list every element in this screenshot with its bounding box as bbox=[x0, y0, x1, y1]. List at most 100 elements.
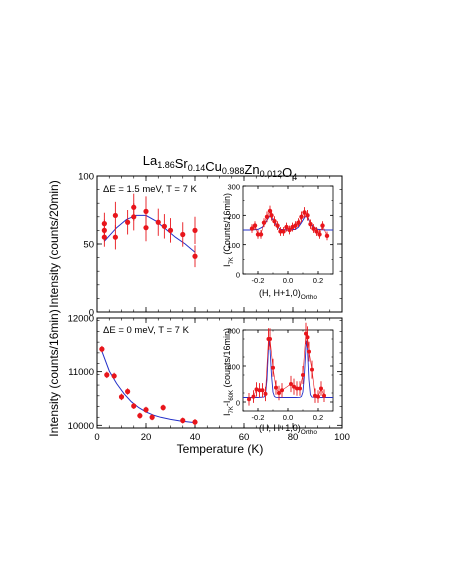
y-tick-label: 0 bbox=[89, 308, 94, 319]
data-point bbox=[99, 346, 105, 352]
data-point bbox=[314, 229, 319, 234]
data-point bbox=[307, 349, 311, 354]
data-point bbox=[289, 382, 293, 386]
data-point bbox=[305, 213, 310, 218]
data-point bbox=[277, 391, 281, 395]
y-tick-label: 100 bbox=[227, 241, 240, 250]
data-point bbox=[320, 223, 325, 228]
data-point bbox=[299, 214, 304, 219]
y-tick-label: 400 bbox=[227, 363, 240, 372]
data-point bbox=[131, 403, 137, 409]
data-point bbox=[143, 225, 149, 231]
data-point bbox=[301, 373, 305, 377]
data-point bbox=[125, 388, 131, 395]
bottom-inset: -0.2 0.0 0.2 0 400 800 I7K-I60K (counts/16min… bbox=[222, 322, 334, 436]
data-point bbox=[302, 210, 307, 215]
data-point bbox=[287, 227, 292, 233]
data-point bbox=[149, 414, 155, 420]
y-tick-label: 800 bbox=[227, 327, 240, 336]
bottom-panel: ΔE = 0 meV, T = 7 K Intensity (counts/16… bbox=[47, 309, 350, 456]
top-inset-data-points bbox=[249, 205, 330, 241]
data-point bbox=[280, 388, 284, 393]
top-panel: ΔE = 1.5 meV, T = 7 K Intensity (counts/… bbox=[47, 172, 343, 319]
top-data-points bbox=[101, 193, 198, 268]
data-point bbox=[192, 227, 198, 233]
data-point bbox=[104, 372, 110, 378]
x-tick-label: 0.0 bbox=[283, 413, 293, 422]
data-point bbox=[192, 253, 198, 259]
data-point bbox=[161, 223, 167, 229]
y-tick-label: 0 bbox=[236, 271, 240, 280]
bottom-inset-x-title: (H, H+1,0)Ortho bbox=[259, 423, 317, 436]
data-point bbox=[143, 208, 149, 214]
data-point bbox=[254, 387, 259, 392]
data-point bbox=[268, 337, 272, 341]
data-point bbox=[251, 394, 256, 399]
y-tick-label: 10000 bbox=[68, 421, 94, 432]
data-point bbox=[271, 365, 275, 370]
data-point bbox=[319, 386, 323, 391]
top-y-axis-title: Intensity (counts/20min) bbox=[47, 180, 61, 307]
data-point bbox=[281, 229, 286, 234]
bottom-data-points bbox=[99, 345, 198, 426]
top-axis-ticks: 0 50 100 bbox=[78, 172, 343, 319]
data-point bbox=[111, 373, 117, 379]
data-point bbox=[112, 212, 118, 219]
data-point bbox=[308, 221, 313, 227]
y-tick-label: 50 bbox=[83, 240, 94, 251]
data-point bbox=[310, 367, 314, 372]
data-point bbox=[264, 214, 270, 219]
data-point bbox=[296, 220, 301, 225]
data-point bbox=[257, 388, 262, 393]
data-point bbox=[313, 393, 317, 398]
top-inset-y-title: I7K (Counts/16min) bbox=[222, 193, 235, 267]
data-point bbox=[252, 223, 258, 228]
bottom-inset-frame bbox=[242, 329, 334, 412]
data-point bbox=[295, 386, 299, 391]
x-tick-label: -0.2 bbox=[252, 413, 265, 422]
data-point bbox=[261, 220, 267, 225]
bottom-inset-data-points bbox=[247, 322, 326, 406]
y-tick-label: 200 bbox=[227, 212, 240, 221]
data-point bbox=[263, 391, 268, 396]
fit-line bbox=[243, 340, 333, 398]
bottom-fit-curve bbox=[101, 351, 196, 424]
y-tick-label: 11000 bbox=[68, 367, 94, 378]
data-point bbox=[155, 219, 161, 225]
data-point bbox=[275, 223, 280, 228]
data-point bbox=[324, 233, 330, 239]
data-point bbox=[112, 234, 118, 240]
data-point bbox=[292, 384, 296, 389]
bottom-y-axis-title: Intensity (counts/16min) bbox=[47, 309, 61, 436]
x-tick-label: 0.0 bbox=[283, 276, 293, 285]
data-point bbox=[317, 232, 322, 237]
top-inset-x-title: (H, H+1,0)Ortho bbox=[259, 288, 317, 301]
data-point bbox=[167, 227, 174, 233]
y-tick-label: 100 bbox=[78, 172, 94, 183]
x-axis-title: Temperature (K) bbox=[177, 442, 264, 456]
top-inset-ticks: -0.2 0.0 0.2 0 100 200 300 bbox=[227, 183, 333, 285]
data-point bbox=[160, 405, 166, 411]
y-tick-label: 300 bbox=[227, 183, 240, 192]
fit-line bbox=[103, 214, 196, 253]
data-point bbox=[143, 407, 149, 413]
bottom-axis-ticks: 0 20 40 60 80 100 10000 11000 12000 bbox=[68, 314, 350, 444]
data-point bbox=[258, 232, 264, 237]
data-point bbox=[125, 219, 131, 225]
x-tick-label: 80 bbox=[288, 432, 299, 443]
bottom-inset-y-title: I7K-I60K (counts/16min) bbox=[222, 328, 235, 416]
y-tick-label: 0 bbox=[236, 399, 240, 408]
data-point bbox=[192, 419, 198, 425]
data-point bbox=[293, 223, 298, 228]
bottom-annotation: ΔE = 0 meV, T = 7 K bbox=[103, 325, 190, 336]
data-point bbox=[249, 226, 255, 231]
data-point bbox=[247, 397, 251, 402]
data-point bbox=[311, 226, 316, 231]
data-point bbox=[180, 417, 186, 424]
data-point bbox=[284, 224, 289, 230]
data-point bbox=[322, 393, 326, 398]
top-fit-curve bbox=[103, 214, 196, 253]
bottom-inset-ticks: -0.2 0.0 0.2 0 400 800 bbox=[227, 327, 333, 422]
x-tick-label: 40 bbox=[190, 432, 201, 443]
